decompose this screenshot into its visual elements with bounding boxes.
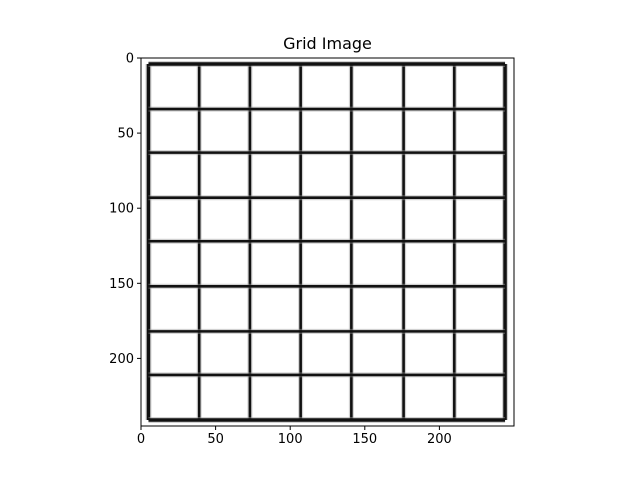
y-axis-ticks: 0 50 100 150 200 <box>109 52 141 367</box>
y-tick-label: 100 <box>109 202 134 217</box>
y-tick-label: 0 <box>126 52 134 67</box>
chart-title: Grid Image <box>283 34 372 53</box>
x-tick-label: 0 <box>137 432 145 447</box>
x-tick-label: 100 <box>278 432 303 447</box>
x-tick-label: 50 <box>207 432 224 447</box>
y-tick-label: 200 <box>109 352 134 367</box>
x-tick-label: 200 <box>427 432 452 447</box>
x-axis-ticks: 0 50 100 150 200 <box>137 426 452 447</box>
x-tick-label: 150 <box>352 432 377 447</box>
grid-image <box>141 58 514 426</box>
axes-frame <box>140 57 515 427</box>
y-tick-label: 50 <box>117 127 134 142</box>
y-tick-label: 150 <box>109 277 134 292</box>
